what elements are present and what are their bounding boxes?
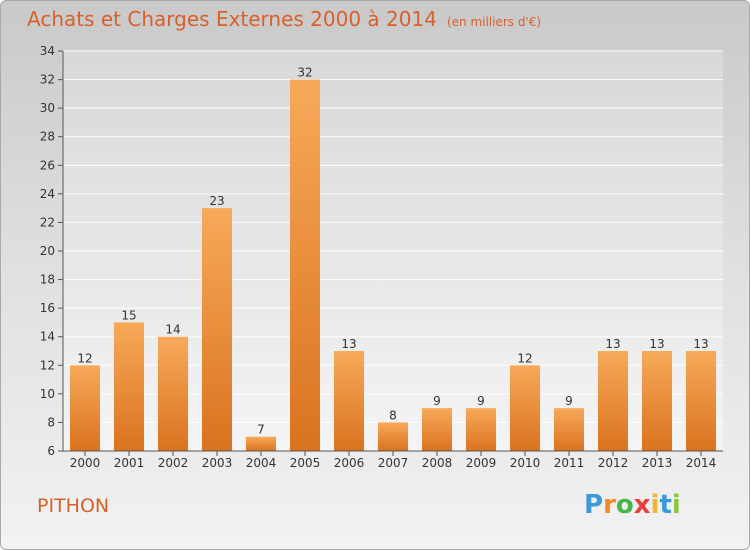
y-tick-label: 18 bbox=[40, 273, 55, 287]
data-label-2013: 13 bbox=[649, 337, 664, 351]
x-tick-label-2000: 2000 bbox=[70, 456, 101, 470]
data-label-2007: 8 bbox=[389, 408, 397, 422]
data-label-2008: 9 bbox=[433, 394, 441, 408]
y-tick-label: 26 bbox=[40, 158, 55, 172]
bar-2003 bbox=[202, 208, 232, 451]
x-tick-label-2012: 2012 bbox=[598, 456, 629, 470]
x-tick-label-2002: 2002 bbox=[158, 456, 189, 470]
bar-2002 bbox=[158, 336, 188, 451]
x-tick-label-2006: 2006 bbox=[334, 456, 365, 470]
x-tick-label-2001: 2001 bbox=[114, 456, 145, 470]
title-line: Achats et Charges Externes 2000 à 2014 (e… bbox=[27, 7, 541, 31]
data-label-2003: 23 bbox=[209, 194, 224, 208]
x-tick-label-2008: 2008 bbox=[422, 456, 453, 470]
axis-layer: 6 8 10 12 14 16 18 20 22 24 26 28 30 32 34 2000 2001 2002… bbox=[40, 44, 723, 470]
proxiti-logo: Proxiti bbox=[584, 490, 681, 520]
y-tick-label: 16 bbox=[40, 301, 55, 315]
logo-letter: t bbox=[659, 490, 672, 520]
grid-layer bbox=[63, 50, 723, 452]
data-label-2000: 12 bbox=[77, 351, 92, 365]
x-tick-label-2011: 2011 bbox=[554, 456, 585, 470]
bar-2006 bbox=[334, 351, 364, 451]
bar-2001 bbox=[114, 322, 144, 451]
place-label: PITHON bbox=[37, 495, 110, 517]
x-tick-label-2013: 2013 bbox=[642, 456, 673, 470]
x-tick-label-2014: 2014 bbox=[686, 456, 717, 470]
bar-2004 bbox=[246, 436, 276, 451]
bar-2007 bbox=[378, 422, 408, 451]
data-label-2001: 15 bbox=[121, 308, 136, 322]
bar-2005 bbox=[290, 79, 320, 452]
bar-2010 bbox=[510, 365, 540, 451]
chart-subtitle: (en milliers d'€) bbox=[446, 15, 542, 29]
bar-2013 bbox=[642, 351, 672, 451]
x-tick-label-2007: 2007 bbox=[378, 456, 409, 470]
y-tick-label: 22 bbox=[40, 215, 55, 229]
logo-letter: o bbox=[615, 490, 634, 520]
bar-2009 bbox=[466, 408, 496, 451]
x-tick-label-2003: 2003 bbox=[202, 456, 233, 470]
y-tick-label: 14 bbox=[40, 330, 55, 344]
bar-2011 bbox=[554, 408, 584, 451]
y-tick-label: 6 bbox=[47, 444, 55, 458]
y-tick-label: 28 bbox=[40, 130, 55, 144]
y-tick-label: 12 bbox=[40, 358, 55, 372]
x-tick-label-2009: 2009 bbox=[466, 456, 497, 470]
data-label-2012: 13 bbox=[605, 337, 620, 351]
y-tick-label: 20 bbox=[40, 244, 55, 258]
data-label-2010: 12 bbox=[517, 351, 532, 365]
logo-letter: r bbox=[603, 490, 616, 520]
logo-letter: i bbox=[671, 490, 681, 520]
bar-2012 bbox=[598, 351, 628, 451]
data-label-2006: 13 bbox=[341, 337, 356, 351]
bar-layer: 12 15 14 23 7 32 13 8 9 9 12 9 13 13 13 bbox=[70, 66, 716, 452]
y-tick-label: 32 bbox=[40, 73, 55, 87]
y-tick-label: 10 bbox=[40, 387, 55, 401]
data-label-2002: 14 bbox=[165, 323, 180, 337]
logo-letter: i bbox=[650, 490, 660, 520]
data-label-2005: 32 bbox=[297, 66, 312, 80]
chart-title: Achats et Charges Externes 2000 à 2014 bbox=[27, 7, 437, 31]
x-tick-label-2004: 2004 bbox=[246, 456, 277, 470]
x-tick-label-2005: 2005 bbox=[290, 456, 321, 470]
y-tick-label: 24 bbox=[40, 187, 55, 201]
data-label-2014: 13 bbox=[693, 337, 708, 351]
logo-letter: x bbox=[633, 490, 651, 520]
logo-letter: P bbox=[584, 490, 604, 520]
x-tick-label-2010: 2010 bbox=[510, 456, 541, 470]
data-label-2004: 7 bbox=[257, 423, 265, 437]
y-tick-label: 30 bbox=[40, 101, 55, 115]
data-label-2009: 9 bbox=[477, 394, 485, 408]
y-tick-label: 34 bbox=[40, 44, 55, 58]
data-label-2011: 9 bbox=[565, 394, 573, 408]
bar-2000 bbox=[70, 365, 100, 451]
y-tick-label: 8 bbox=[47, 415, 55, 429]
bar-2008 bbox=[422, 408, 452, 451]
bar-2014 bbox=[686, 351, 716, 451]
